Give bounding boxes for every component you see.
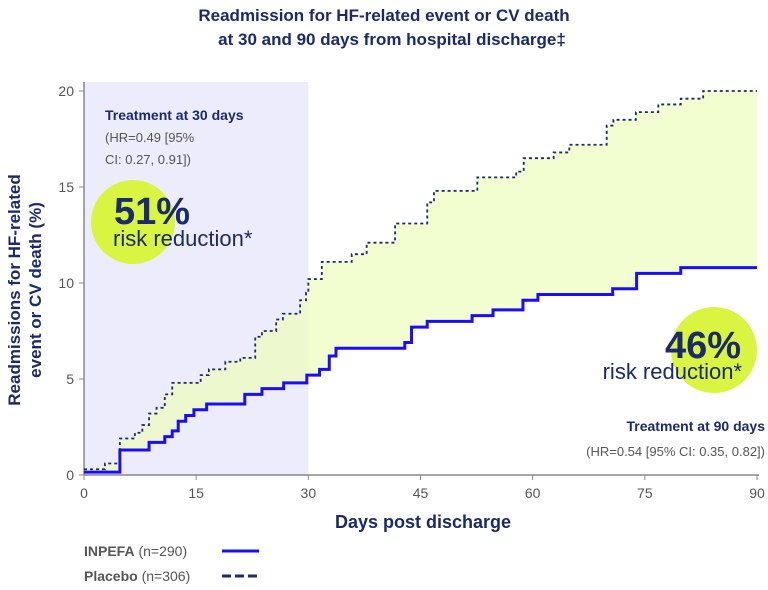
y-axis-label-line1: Readmissions for HF-related [5,174,24,405]
y-tick-label: 5 [66,371,74,387]
y-tick-label: 0 [66,467,74,483]
chart-title-line2: at 30 and 90 days from hospital discharg… [218,30,566,49]
series-line-inpefa [84,266,757,474]
annotation-90-hr: (HR=0.54 [95% CI: 0.35, 0.82]) [586,444,765,459]
x-tick-label: 15 [188,485,204,501]
annotation-30-label: risk reduction* [113,226,253,251]
y-tick-label: 10 [58,275,74,291]
annotation-90-percent: 46% [665,325,741,367]
x-tick-label: 45 [413,485,429,501]
annotation-30-percent: 51% [114,191,190,233]
legend-inpefa-label: INPEFA (n=290) [84,543,187,559]
annotation-30-heading: Treatment at 30 days [105,107,244,123]
series-line-placebo [84,90,757,471]
annotation-90-heading: Treatment at 90 days [626,418,765,434]
y-tick-label: 15 [58,179,74,195]
x-axis-label: Days post discharge [335,512,511,532]
legend-placebo-label: Placebo (n=306) [84,568,190,584]
x-tick-label: 30 [301,485,317,501]
y-axis-label-line2: event or CV death (%) [26,202,45,378]
x-tick-label: 0 [80,485,88,501]
highlight-circle-90 [671,307,757,393]
annotation-30-hr-line2: CI: 0.27, 0.91]) [105,152,191,167]
legend: INPEFA (n=290) Placebo (n=306) [84,543,259,584]
x-tick-label: 75 [637,485,653,501]
x-tick-label: 60 [525,485,541,501]
x-tick-label: 90 [749,485,765,501]
y-tick-label: 20 [58,83,74,99]
annotation-30-hr-line1: (HR=0.49 [95% [105,130,195,145]
annotation-90-label: risk reduction* [603,359,743,384]
highlight-circle-30 [91,180,175,264]
between-curves-fill [84,91,757,473]
chart-title-line1: Readmission for HF-related event or CV d… [198,6,569,25]
